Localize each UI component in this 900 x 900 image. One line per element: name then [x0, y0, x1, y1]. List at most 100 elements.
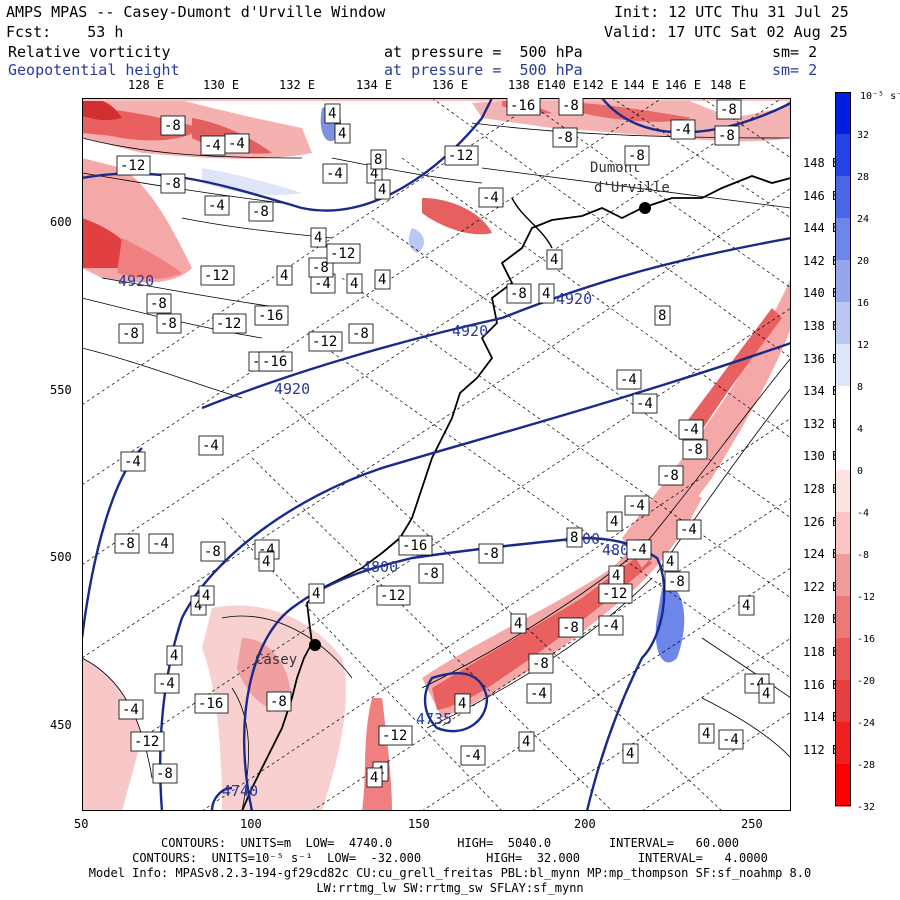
top-longitude-label: 134 E: [356, 78, 393, 92]
vorticity-contour-value: -8: [422, 566, 439, 582]
top-longitude-label: 130 E: [203, 78, 240, 92]
vorticity-contour-value: 4: [762, 686, 770, 702]
vorticity-contour-value: -4: [208, 198, 225, 214]
top-longitude-label: 136 E: [432, 78, 469, 92]
vorticity-contour-value: 4: [312, 586, 320, 602]
vorticity-contour-value: -8: [662, 468, 679, 484]
vorticity-contour-label: -8: [478, 543, 504, 564]
vorticity-contour-label: -4: [478, 187, 504, 208]
vorticity-contour-label: -8: [114, 533, 140, 554]
top-longitude-label: 144 E: [623, 78, 660, 92]
field-vorticity: Relative vorticity: [8, 43, 171, 61]
vorticity-contour-value: -16: [258, 308, 283, 324]
vorticity-contour-value: -4: [152, 536, 169, 552]
vorticity-contour-label: -4: [678, 419, 704, 440]
top-longitude-label: 128 E: [128, 78, 165, 92]
colorbar-swatch: [835, 596, 851, 639]
vorticity-contour-value: 4: [280, 268, 288, 284]
vorticity-contour-label: -4: [598, 615, 624, 636]
vorticity-contour-value: 4: [610, 514, 618, 530]
y-tick-label: 600: [50, 215, 72, 229]
x-tick-label: 250: [741, 817, 763, 831]
vorticity-contour-label: -4: [676, 519, 702, 540]
vorticity-contour-label: -8: [682, 439, 708, 460]
vorticity-contour-value: 4: [328, 106, 336, 122]
right-longitude-label: 136 E: [803, 351, 840, 366]
vorticity-contour-label: -4: [154, 673, 180, 694]
vorticity-contour-label: -4: [198, 435, 224, 456]
vorticity-contour-label: -4: [626, 539, 652, 560]
vorticity-contour-label: -8: [200, 541, 226, 562]
forecast-hour: Fcst: 53 h: [6, 23, 124, 41]
vorticity-contour-value: -8: [510, 286, 527, 302]
colorbar-label: 28: [857, 172, 869, 183]
height-contour-label: 4920: [452, 322, 488, 340]
vorticity-contour-label: 8: [566, 527, 583, 548]
vorticity-contour-value: 4: [626, 746, 634, 762]
vorticity-contour-label: -16: [254, 305, 289, 326]
vorticity-contour-value: 4: [522, 734, 530, 750]
init-time: Init: 12 UTC Thu 31 Jul 25: [614, 3, 849, 21]
field-height: Geopotential height: [8, 61, 180, 79]
vorticity-contour-label: -8: [146, 293, 172, 314]
x-tick-label: 100: [240, 817, 262, 831]
smoothing-vorticity: sm= 2: [772, 43, 818, 61]
vorticity-contour-label: 4: [308, 583, 325, 604]
vorticity-contour-value: 4: [262, 554, 270, 570]
right-longitude-label: 140 E: [803, 286, 840, 301]
x-tick-label: 150: [408, 817, 430, 831]
right-longitude-label: 122 E: [803, 579, 840, 594]
top-longitude-label: 146 E: [665, 78, 702, 92]
vorticity-contour-value: -4: [722, 732, 739, 748]
vorticity-contour-label: -8: [528, 653, 554, 674]
colorbar-unit: 10⁻⁵ s⁻¹: [860, 91, 900, 102]
vorticity-contour-value: -4: [158, 676, 175, 692]
vorticity-contour-label: -4: [120, 451, 146, 472]
vorticity-contour-label: -12: [308, 331, 343, 352]
right-longitude-label: 118 E: [803, 645, 840, 659]
vorticity-contour-label: -8: [118, 323, 144, 344]
top-longitude-label: 138 E: [508, 78, 545, 92]
right-longitude-label: 132 E: [803, 416, 840, 431]
vorticity-contour-value: -8: [150, 296, 167, 312]
colorbar-label: 24: [857, 214, 869, 225]
colorbar-swatch: [835, 722, 851, 765]
vorticity-contour-value: 4: [702, 726, 710, 742]
footer-vorticity-contours: CONTOURS: UNITS=10⁻⁵ s⁻¹ LOW= -32.000 HI…: [132, 851, 768, 865]
right-longitude-label: 144 E: [803, 221, 840, 236]
vorticity-contour-label: -8: [716, 99, 742, 120]
right-longitude-label: 134 E: [803, 384, 840, 399]
vorticity-contour-value: -12: [216, 316, 241, 332]
colorbar-label: -8: [857, 550, 869, 561]
vorticity-contour-value: -4: [122, 702, 139, 718]
right-longitude-label: 138 E: [803, 319, 840, 333]
vorticity-contour-label: -8: [558, 98, 584, 116]
vorticity-contour-value: -4: [314, 276, 331, 292]
vorticity-contour-value: 8: [374, 152, 382, 168]
top-longitude-label: 142 E: [582, 78, 619, 92]
vorticity-contour-value: -8: [562, 98, 579, 114]
colorbar-swatch: [835, 386, 851, 429]
colorbar-label: 32: [857, 130, 869, 141]
colorbar-label: 8: [857, 382, 863, 393]
vorticity-contour-label: -12: [444, 145, 479, 166]
vorticity-contour-label: -4: [624, 495, 650, 516]
vorticity-contour-value: -8: [532, 656, 549, 672]
vorticity-contour-value: 4: [338, 126, 346, 142]
vorticity-contour-label: -12: [326, 243, 361, 264]
right-longitude-label: 146 E: [803, 188, 840, 203]
vorticity-contour-value: -4: [228, 136, 245, 152]
vorticity-contour-label: -8: [156, 313, 182, 334]
right-longitude-label: 112 E: [803, 742, 840, 757]
vorticity-contour-label: -16: [258, 351, 293, 372]
vorticity-contour-label: 4: [758, 683, 775, 704]
colorbar-swatch: [835, 638, 851, 681]
vorticity-contour-label: -8: [664, 571, 690, 592]
vorticity-contour-value: -4: [124, 454, 141, 470]
vorticity-contour-label: 4: [606, 511, 623, 532]
vorticity-contour-label: 4: [518, 731, 535, 752]
vorticity-contour-label: -8: [558, 617, 584, 638]
top-longitude-label: 140 E: [544, 78, 581, 92]
vorticity-contour-label: -12: [200, 265, 235, 286]
height-contour-label: 4920: [118, 272, 154, 290]
